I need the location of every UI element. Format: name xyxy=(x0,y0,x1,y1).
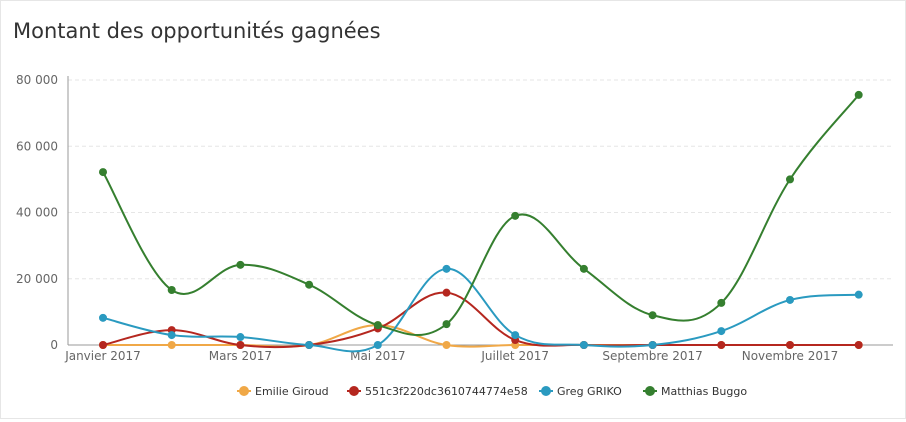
legend-label: Greg GRIKO xyxy=(557,385,622,398)
data-point[interactable] xyxy=(579,264,588,273)
x-tick-label: Juillet 2017 xyxy=(480,349,549,363)
x-tick-label: Janvier 2017 xyxy=(64,349,141,363)
data-point[interactable] xyxy=(442,264,451,273)
legend-marker xyxy=(349,386,359,396)
series-3 xyxy=(99,90,863,336)
series-line xyxy=(102,94,860,336)
y-tick-label: 60 000 xyxy=(16,139,58,153)
data-point[interactable] xyxy=(236,341,245,349)
data-point[interactable] xyxy=(717,327,726,336)
data-point[interactable] xyxy=(373,341,382,349)
data-point[interactable] xyxy=(167,286,176,295)
data-point[interactable] xyxy=(786,295,794,304)
grid-lines xyxy=(68,79,893,280)
legend-marker xyxy=(541,386,551,396)
chart-title: Montant des opportunités gagnées xyxy=(13,19,381,43)
data-point[interactable] xyxy=(717,298,726,307)
legend-label: Matthias Buggo xyxy=(661,385,747,398)
data-point[interactable] xyxy=(236,333,245,342)
legend: Emilie Giroud 551c3f220dc3610744774e58 Gre… xyxy=(237,385,747,398)
data-point[interactable] xyxy=(717,341,726,349)
data-point[interactable] xyxy=(786,341,794,349)
legend-label: 551c3f220dc3610744774e58 xyxy=(365,385,528,398)
legend-item[interactable]: Matthias Buggo xyxy=(643,385,747,398)
x-tick-label: Septembre 2017 xyxy=(602,349,702,363)
data-point[interactable] xyxy=(167,341,176,349)
data-point[interactable] xyxy=(854,290,863,299)
data-point[interactable] xyxy=(373,321,382,330)
data-point[interactable] xyxy=(442,288,451,297)
y-tick-label: 0 xyxy=(50,338,58,352)
data-point[interactable] xyxy=(648,311,657,320)
legend-item[interactable]: Greg GRIKO xyxy=(539,385,622,398)
data-point[interactable] xyxy=(305,280,314,289)
data-point[interactable] xyxy=(511,211,520,220)
legend-label: Emilie Giroud xyxy=(255,385,329,398)
data-point[interactable] xyxy=(99,341,107,349)
y-tick-label: 40 000 xyxy=(16,206,58,220)
data-point[interactable] xyxy=(305,341,314,349)
data-point[interactable] xyxy=(579,341,588,349)
x-tick-label: Novembre 2017 xyxy=(742,349,839,363)
x-tick-label: Mars 2017 xyxy=(209,349,272,363)
data-point[interactable] xyxy=(99,313,107,322)
legend-item[interactable]: 551c3f220dc3610744774e58 xyxy=(347,385,528,398)
data-point[interactable] xyxy=(442,320,451,329)
data-point[interactable] xyxy=(786,175,794,184)
data-point[interactable] xyxy=(236,260,245,269)
x-axis: Janvier 2017 Mars 2017 Mai 2017 Juillet 201… xyxy=(64,344,893,363)
legend-item[interactable]: Emilie Giroud xyxy=(237,385,329,398)
y-axis: 0 20 000 40 000 60 000 80 000 xyxy=(16,73,69,352)
data-point[interactable] xyxy=(854,341,863,349)
y-tick-label: 80 000 xyxy=(16,73,58,87)
data-point[interactable] xyxy=(511,331,520,340)
data-point[interactable] xyxy=(99,168,107,177)
series-group xyxy=(99,90,863,353)
data-point[interactable] xyxy=(648,341,657,349)
series-line xyxy=(102,291,859,349)
data-point[interactable] xyxy=(167,331,176,340)
legend-marker xyxy=(239,386,249,396)
x-tick-label: Mai 2017 xyxy=(350,349,405,363)
data-point[interactable] xyxy=(442,341,451,349)
legend-marker xyxy=(645,386,655,396)
y-tick-label: 20 000 xyxy=(16,272,58,286)
series-2 xyxy=(99,264,863,353)
data-point[interactable] xyxy=(854,90,863,99)
